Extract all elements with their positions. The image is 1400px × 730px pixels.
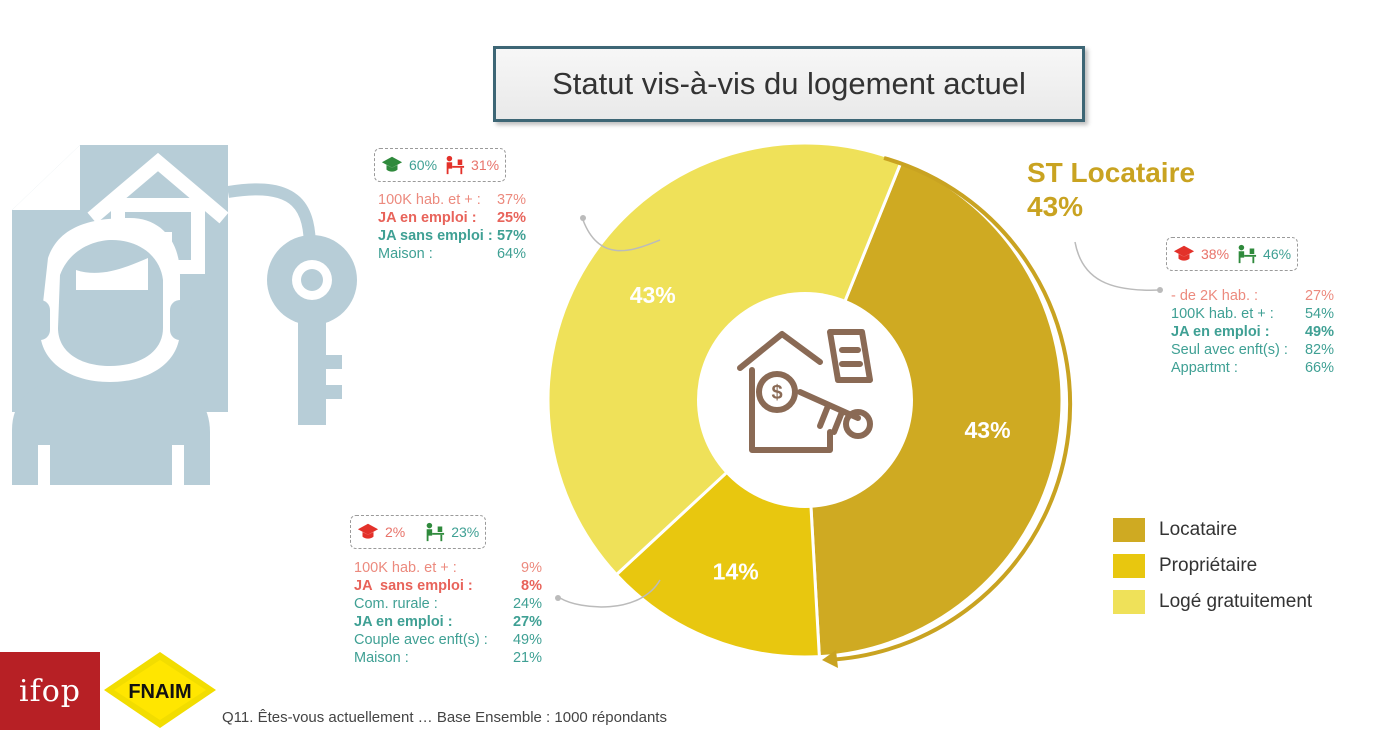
callout-pct-left: 2% bbox=[385, 524, 406, 540]
chart-title: Statut vis-à-vis du logement actuel bbox=[493, 46, 1085, 122]
callout-pct-right: 46% bbox=[1263, 246, 1292, 262]
callout-pct-left: 60% bbox=[409, 157, 438, 173]
stat-row: Seul avec enft(s) :82% bbox=[1171, 342, 1334, 358]
stat-row: Appartmt :66% bbox=[1171, 360, 1334, 376]
stat-row: JA en emploi :27% bbox=[354, 614, 542, 630]
legend-swatch bbox=[1113, 590, 1145, 614]
stat-row: Maison :64% bbox=[378, 246, 526, 262]
st-locataire-arc bbox=[825, 156, 1073, 662]
legend-label: Propriétaire bbox=[1159, 555, 1258, 576]
callout-pct-right: 31% bbox=[471, 157, 500, 173]
footnote: Q11. Êtes-vous actuellement … Base Ensem… bbox=[222, 709, 667, 726]
stat-row: Couple avec enft(s) :49% bbox=[354, 632, 542, 648]
callout-icons-locataire: 38% 46% bbox=[1166, 237, 1299, 271]
st-locataire-value: 43% bbox=[1027, 191, 1084, 222]
callout-stats-locataire: - de 2K hab. :27% 100K hab. et + :54% JA… bbox=[1171, 287, 1334, 377]
st-locataire-label: ST Locataire 43% bbox=[1027, 156, 1195, 224]
legend-swatch bbox=[1113, 554, 1145, 578]
stat-row: 100K hab. et + :37% bbox=[378, 192, 526, 208]
legend-swatch bbox=[1113, 518, 1145, 542]
stat-row: JA en emploi :49% bbox=[1171, 324, 1334, 340]
chart-legend: Locataire Propriétaire Logé gratuitement bbox=[1113, 512, 1312, 620]
graduation-cap-icon bbox=[1173, 245, 1195, 261]
callout-pct-right: 23% bbox=[451, 524, 480, 540]
worker-desk-icon bbox=[426, 522, 445, 542]
slice-locataire bbox=[803, 159, 1064, 659]
legend-item-proprietaire: Propriétaire bbox=[1113, 548, 1312, 584]
leader-line-proprietaire bbox=[559, 579, 661, 608]
data-label: 43% bbox=[964, 417, 1010, 443]
legend-item-locataire: Locataire bbox=[1113, 512, 1312, 548]
legend-item-loge-gratuitement: Logé gratuitement bbox=[1113, 584, 1312, 620]
stat-row: Maison :21% bbox=[354, 650, 542, 666]
legend-label: Logé gratuitement bbox=[1159, 591, 1313, 612]
data-label: 43% bbox=[630, 282, 676, 308]
stat-row: Com. rurale :24% bbox=[354, 596, 542, 612]
house-key-document-icon bbox=[737, 329, 873, 453]
callout-stats-proprietaire: 100K hab. et + :9% JA sans emploi :8% Co… bbox=[354, 559, 542, 667]
callout-icons-loge: 60% 31% bbox=[374, 148, 507, 182]
callout-stats-loge: 100K hab. et + :37% JA en emploi :25% JA… bbox=[378, 191, 526, 263]
st-locataire-title: ST Locataire bbox=[1027, 157, 1196, 188]
ifop-logo: ifop bbox=[0, 652, 100, 730]
stat-row: 100K hab. et + :54% bbox=[1171, 306, 1334, 322]
callout-pct-left: 38% bbox=[1201, 246, 1230, 262]
worker-desk-icon bbox=[446, 155, 465, 175]
leader-line-loge bbox=[582, 219, 661, 252]
svg-text:$: $ bbox=[771, 382, 782, 404]
stat-row: JA sans emploi :8% bbox=[354, 578, 542, 594]
fnaim-logo-text: FNAIM bbox=[128, 681, 191, 703]
graduation-cap-icon bbox=[381, 156, 403, 172]
st-locataire-arrowhead bbox=[822, 650, 838, 668]
worker-desk-icon bbox=[1238, 244, 1257, 264]
stat-row: JA en emploi :25% bbox=[378, 210, 526, 226]
stat-row: - de 2K hab. :27% bbox=[1171, 288, 1334, 304]
tenant-key-illustration bbox=[12, 145, 357, 485]
leader-line-locataire bbox=[1074, 241, 1161, 291]
donut-center bbox=[697, 292, 913, 508]
fnaim-logo: FNAIM bbox=[104, 652, 216, 728]
stat-row: JA sans emploi :57% bbox=[378, 228, 526, 244]
callout-icons-proprietaire: 2% 23% bbox=[350, 515, 487, 549]
data-label: 14% bbox=[713, 559, 759, 585]
stat-row: 100K hab. et + :9% bbox=[354, 560, 542, 576]
legend-label: Locataire bbox=[1159, 519, 1238, 540]
graduation-cap-icon bbox=[357, 523, 379, 539]
